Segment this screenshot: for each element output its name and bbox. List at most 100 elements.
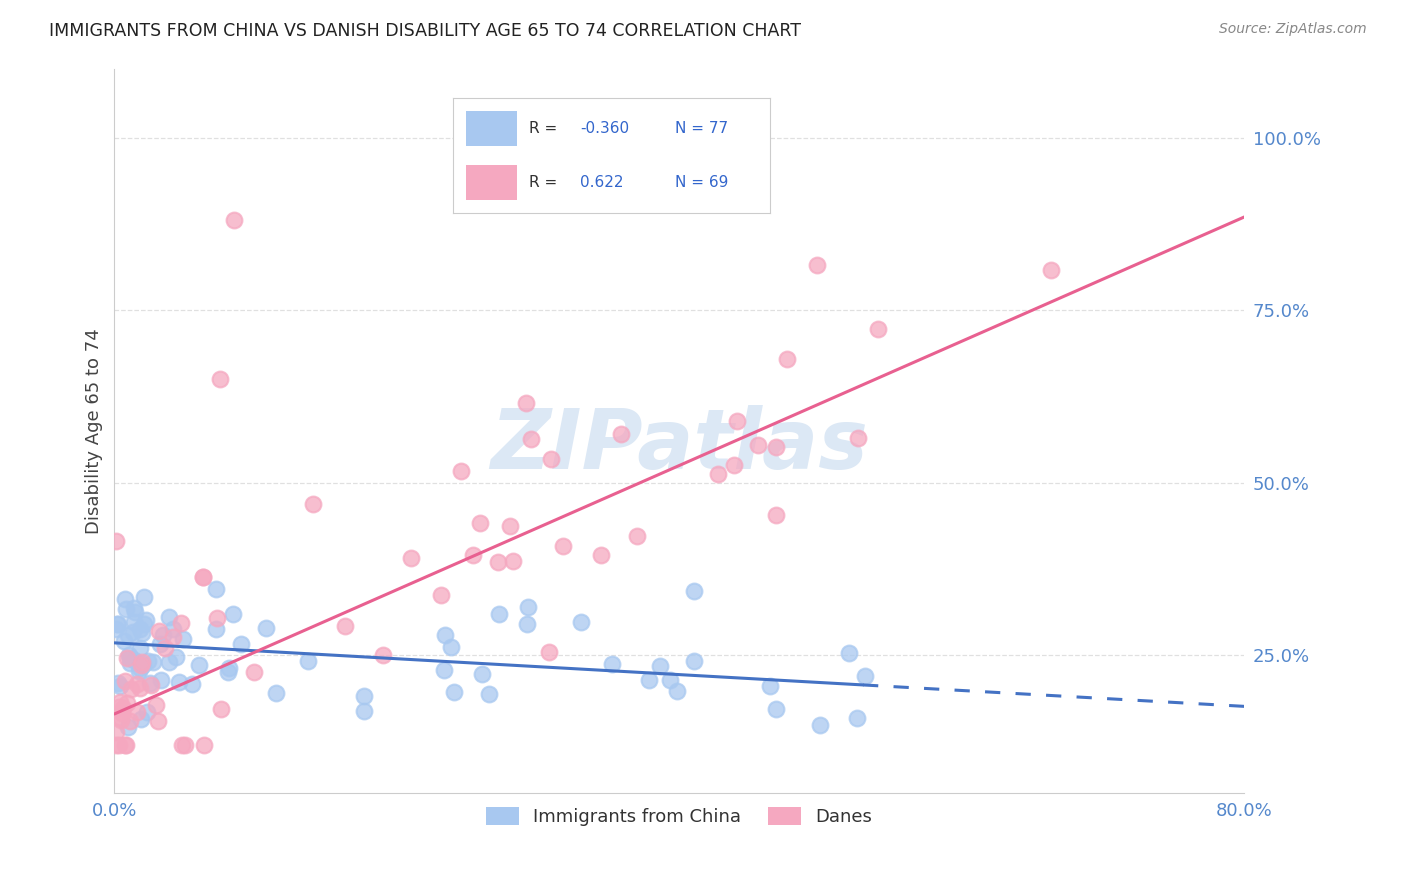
Point <box>180 677 202 691</box>
Point <box>707 467 730 482</box>
Point <box>131 625 153 640</box>
Point <box>468 516 491 530</box>
Point <box>129 623 152 637</box>
Point <box>838 646 860 660</box>
Point <box>610 427 633 442</box>
Point <box>153 640 176 655</box>
Point <box>866 322 889 336</box>
Point <box>478 687 501 701</box>
Point <box>104 622 127 636</box>
Point <box>602 657 624 671</box>
Point <box>440 640 463 654</box>
Point <box>591 548 613 562</box>
Point <box>115 696 138 710</box>
Point <box>218 661 240 675</box>
Text: Source: ZipAtlas.com: Source: ZipAtlas.com <box>1219 22 1367 37</box>
Point <box>846 431 869 445</box>
Point <box>776 351 799 366</box>
Point <box>129 657 152 672</box>
Point <box>114 591 136 606</box>
Point <box>371 648 394 662</box>
Text: IMMIGRANTS FROM CHINA VS DANISH DISABILITY AGE 65 TO 74 CORRELATION CHART: IMMIGRANTS FROM CHINA VS DANISH DISABILI… <box>49 22 801 40</box>
Point <box>205 611 228 625</box>
Point <box>107 700 129 714</box>
Point <box>145 698 167 712</box>
Point <box>209 372 232 386</box>
Point <box>1039 263 1062 277</box>
Point <box>129 661 152 675</box>
Point <box>162 630 184 644</box>
Point <box>118 656 141 670</box>
Legend: Immigrants from China, Danes: Immigrants from China, Danes <box>478 797 882 835</box>
Point <box>205 622 228 636</box>
Point <box>162 622 184 636</box>
Point <box>170 616 193 631</box>
Point <box>243 665 266 680</box>
Point <box>139 675 162 690</box>
Point <box>209 702 232 716</box>
Point <box>254 621 277 635</box>
Point <box>107 676 129 690</box>
Point <box>149 637 172 651</box>
Point <box>122 653 145 667</box>
Point <box>121 625 143 640</box>
Point <box>433 627 456 641</box>
Point <box>264 686 287 700</box>
Point <box>725 414 748 428</box>
Point <box>553 539 575 553</box>
Point <box>231 637 253 651</box>
Point <box>112 634 135 648</box>
Point <box>111 706 134 720</box>
Point <box>120 714 142 728</box>
Text: ZIPatlas: ZIPatlas <box>491 405 869 486</box>
Point <box>353 689 375 703</box>
Point <box>450 464 472 478</box>
Point <box>401 550 423 565</box>
Point <box>141 677 163 691</box>
Y-axis label: Disability Age 65 to 74: Disability Age 65 to 74 <box>86 328 103 533</box>
Point <box>853 669 876 683</box>
Point <box>146 714 169 728</box>
Point <box>132 616 155 631</box>
Point <box>638 673 661 687</box>
Point <box>157 655 180 669</box>
Point <box>167 675 190 690</box>
Point <box>806 258 828 272</box>
Point <box>723 458 745 472</box>
Point <box>191 569 214 583</box>
Point <box>187 658 209 673</box>
Point <box>765 702 787 716</box>
Point <box>125 677 148 691</box>
Point <box>104 534 127 549</box>
Point <box>117 628 139 642</box>
Point <box>302 496 325 510</box>
Point <box>129 640 152 655</box>
Point <box>333 619 356 633</box>
Point <box>124 605 146 619</box>
Point <box>172 738 194 752</box>
Point <box>150 673 173 687</box>
Point <box>517 599 540 614</box>
Point <box>135 613 157 627</box>
Point <box>486 556 509 570</box>
Point <box>117 651 139 665</box>
Point <box>193 738 215 752</box>
Point <box>174 738 197 752</box>
Point <box>488 607 510 621</box>
Point <box>114 738 136 752</box>
Point <box>222 607 245 622</box>
Point <box>157 610 180 624</box>
Point <box>107 738 129 752</box>
Point <box>683 584 706 599</box>
Point <box>516 616 538 631</box>
Point <box>110 711 132 725</box>
Point <box>747 438 769 452</box>
Point <box>205 582 228 596</box>
Point <box>122 615 145 630</box>
Point <box>432 663 454 677</box>
Point <box>110 679 132 693</box>
Point <box>172 632 194 646</box>
Point <box>107 616 129 631</box>
Point <box>648 659 671 673</box>
Point <box>502 554 524 568</box>
